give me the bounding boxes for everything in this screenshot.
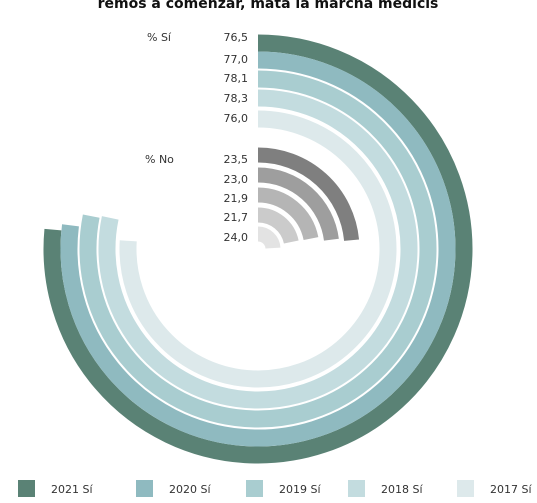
legend-swatch — [246, 480, 263, 497]
legend-swatch — [136, 480, 153, 497]
legend-label: 2018 Sí — [381, 483, 423, 496]
value-label: 77,0 — [224, 53, 249, 66]
value-label: 21,7 — [224, 211, 249, 224]
arc-bar — [257, 226, 281, 250]
chart-title: remos a comenzar, mata la marcha medicis — [98, 0, 439, 12]
arc-bar — [119, 110, 397, 388]
value-label: 78,1 — [224, 72, 249, 85]
value-label: 24,0 — [224, 231, 249, 244]
arc-bar — [98, 89, 418, 409]
legend-label: 2017 Sí — [490, 483, 532, 496]
value-label: 23,0 — [224, 173, 249, 186]
arc-bar — [60, 51, 456, 447]
value-label: 76,5 — [224, 31, 249, 44]
group-label: % No — [145, 153, 174, 166]
group-label: % Sí — [147, 31, 172, 44]
value-label: 23,5 — [224, 153, 249, 166]
legend-label: 2020 Sí — [169, 483, 211, 496]
legend-swatch — [457, 480, 474, 497]
arc-bar — [79, 70, 437, 428]
legend-swatch — [18, 480, 35, 497]
value-label: 78,3 — [224, 92, 249, 105]
value-label: 76,0 — [224, 112, 249, 125]
arc-bar — [43, 34, 473, 464]
arc-bar — [257, 207, 299, 245]
legend-swatch — [348, 480, 365, 497]
arc-bar — [257, 187, 319, 241]
arc-bar — [257, 147, 360, 242]
legend-label: 2021 Sí — [51, 483, 93, 496]
arc-bar — [257, 167, 339, 241]
legend-label: 2019 Sí — [279, 483, 321, 496]
value-label: 21,9 — [224, 192, 249, 205]
